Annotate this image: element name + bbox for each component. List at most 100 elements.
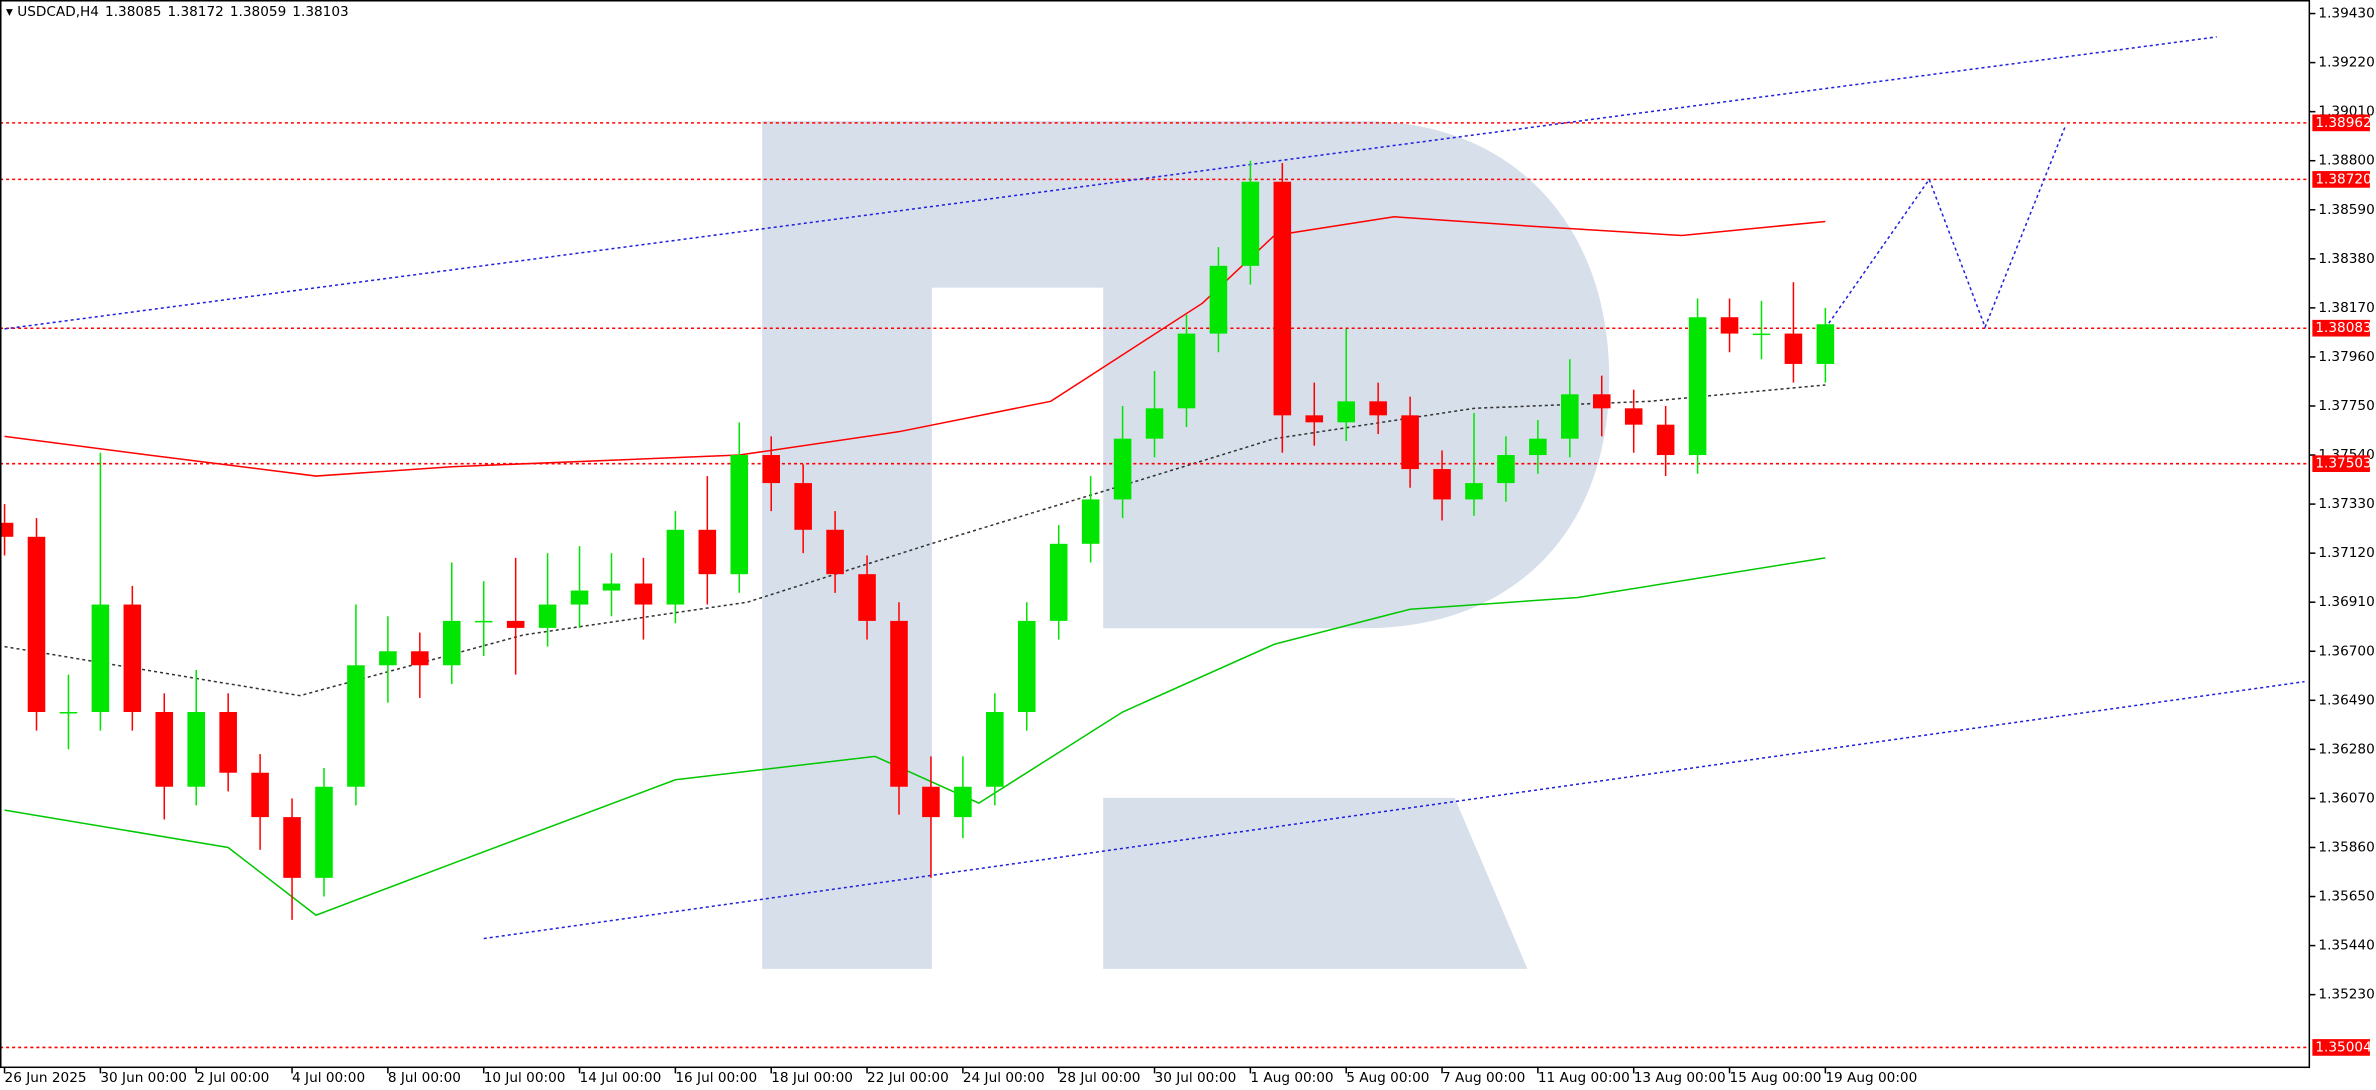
y-tick-label: 1.38590: [2318, 202, 2374, 218]
level-label-box: [2312, 319, 2370, 337]
x-tick-label: 8 Jul 00:00: [388, 1070, 461, 1086]
chart-header: ▾ USDCAD,H4 1.38085 1.38172 1.38059 1.38103: [6, 4, 349, 20]
candle-body: [1337, 401, 1355, 423]
y-tick-label: 1.39220: [2318, 55, 2374, 71]
x-tick-label: 18 Jul 00:00: [771, 1070, 853, 1086]
candle-body: [1752, 333, 1771, 336]
x-tick-label: 30 Jun 00:00: [100, 1070, 187, 1086]
level-label: 1.38720: [2315, 171, 2371, 187]
level-label-box: [2312, 171, 2370, 188]
candle-body: [1784, 333, 1803, 364]
candle-body: [1049, 543, 1068, 621]
candle-body: [1656, 424, 1675, 456]
candle-body: [890, 620, 908, 787]
level-label-box: [2312, 114, 2370, 132]
candle-body: [986, 711, 1004, 787]
y-tick-label: 1.35440: [2318, 938, 2374, 954]
candle-body: [826, 529, 844, 575]
x-tick-label: 28 Jul 00:00: [1059, 1070, 1141, 1086]
trend-line: [4, 36, 2217, 330]
candle-body: [283, 817, 301, 878]
candle-body: [0, 522, 14, 537]
candle-body: [155, 711, 174, 787]
moving-average: [4, 216, 1826, 477]
x-tick-label: 14 Jul 00:00: [580, 1070, 662, 1086]
candle-body: [1433, 469, 1451, 500]
x-tick-label: 13 Aug 00:00: [1634, 1070, 1726, 1086]
candle-body: [347, 665, 365, 787]
candle-body: [762, 455, 780, 484]
candle-body: [1529, 438, 1547, 456]
watermark: [762, 121, 1610, 969]
candle-body: [1369, 401, 1387, 416]
candle-body: [1305, 415, 1324, 423]
candle-body: [666, 529, 685, 605]
level-label: 1.38083: [2315, 320, 2371, 336]
moving-average: [4, 384, 1826, 697]
x-tick-label: 2 Jul 00:00: [196, 1070, 269, 1086]
y-tick-label: 1.35860: [2318, 839, 2374, 855]
candle-body: [858, 574, 876, 621]
candle-body: [506, 620, 525, 628]
candle-body: [794, 483, 812, 530]
y-tick-label: 1.35230: [2318, 987, 2374, 1003]
candle-body: [730, 455, 749, 575]
y-tick-label: 1.38170: [2318, 300, 2374, 316]
candle-body: [91, 604, 110, 712]
y-tick-label: 1.36910: [2318, 594, 2374, 610]
level-label-box: [2312, 455, 2370, 473]
x-tick-label: 24 Jul 00:00: [963, 1070, 1045, 1086]
candle-body: [698, 529, 717, 575]
x-tick-label: 26 Jun 2025: [5, 1070, 87, 1086]
candle-body: [474, 620, 493, 623]
x-tick-label: 5 Aug 00:00: [1346, 1070, 1429, 1086]
level-label: 1.37503: [2315, 456, 2371, 472]
header-open: 1.38085: [105, 4, 161, 20]
y-tick-label: 1.39430: [2318, 6, 2374, 22]
moving-average: [4, 557, 1826, 917]
candle-body: [1241, 181, 1260, 266]
x-tick-label: 30 Jul 00:00: [1155, 1070, 1237, 1086]
candle-body: [634, 583, 653, 605]
y-tick-label: 1.38380: [2318, 251, 2374, 267]
y-tick-label: 1.35650: [2318, 889, 2374, 905]
header-low: 1.38059: [230, 4, 286, 20]
x-tick-label: 11 Aug 00:00: [1538, 1070, 1630, 1086]
candle-body: [27, 536, 46, 712]
level-label-box: [2312, 1039, 2370, 1056]
x-tick-label: 4 Jul 00:00: [292, 1070, 365, 1086]
candle-body: [602, 583, 621, 591]
candle-body: [1209, 265, 1228, 334]
candle-body: [1816, 324, 1835, 364]
candle-body: [1273, 181, 1292, 416]
candle-body: [315, 786, 333, 878]
level-label: 1.38962: [2315, 115, 2371, 131]
symbol: USDCAD,H4: [17, 4, 99, 20]
candle-body: [187, 711, 206, 787]
candle-body: [1688, 317, 1707, 456]
candle-body: [123, 604, 142, 712]
y-tick-label: 1.37960: [2318, 349, 2374, 365]
x-tick-label: 16 Jul 00:00: [675, 1070, 757, 1086]
candle-body: [251, 772, 269, 818]
header-high: 1.38172: [167, 4, 223, 20]
y-tick-label: 1.37120: [2318, 545, 2374, 561]
candle-body: [1465, 483, 1483, 500]
candle-body: [1177, 333, 1196, 409]
candle-body: [1017, 620, 1036, 712]
candle-body: [1497, 455, 1515, 484]
candle-body: [1592, 394, 1611, 409]
y-tick-label: 1.36070: [2318, 790, 2374, 806]
x-tick-label: 1 Aug 00:00: [1250, 1070, 1333, 1086]
x-tick-label: 7 Aug 00:00: [1442, 1070, 1525, 1086]
y-tick-label: 1.37330: [2318, 496, 2374, 512]
plot-area: [0, 36, 2310, 1049]
candle-body: [538, 604, 557, 628]
candle-body: [1624, 408, 1643, 425]
candle-body: [59, 711, 78, 714]
candle-body: [922, 786, 940, 818]
y-tick-label: 1.36490: [2318, 692, 2374, 708]
candle-body: [1113, 438, 1132, 500]
